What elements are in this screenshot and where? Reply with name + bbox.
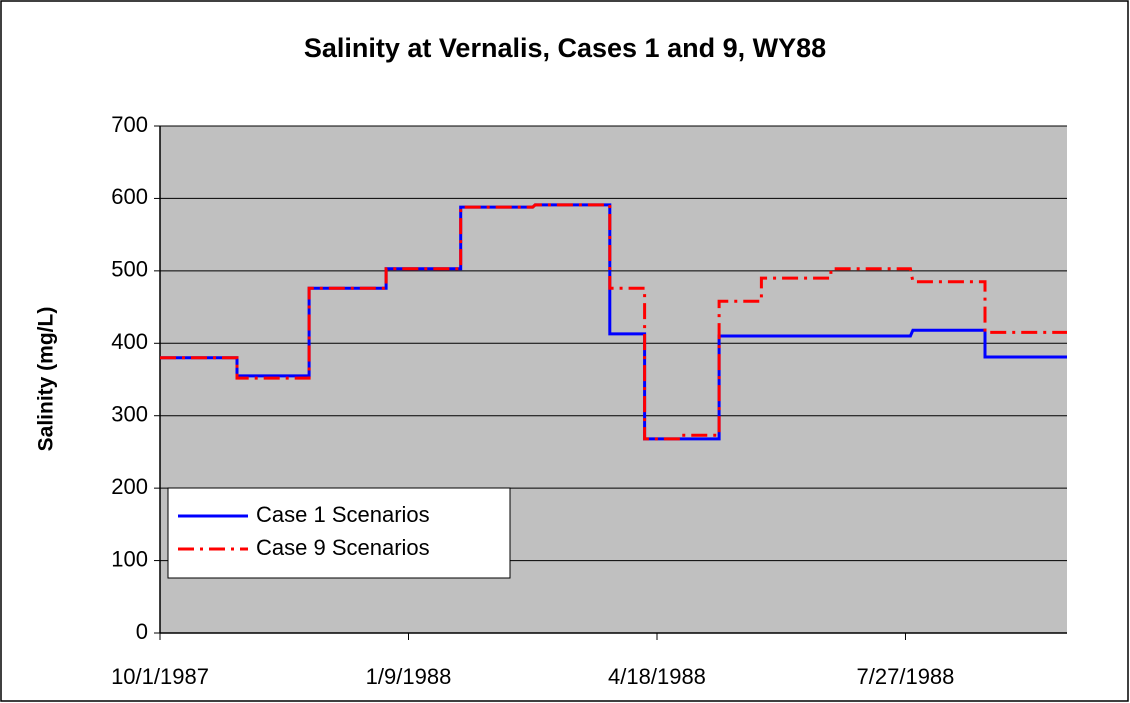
series-line — [160, 203, 1067, 441]
y-tick-label: 700 — [111, 112, 148, 137]
legend-box — [167, 487, 511, 579]
y-tick-label: 200 — [111, 474, 148, 499]
x-tick-label: 7/27/1988 — [857, 664, 955, 689]
y-tick-label: 0 — [136, 619, 148, 644]
y-tick-label: 400 — [111, 329, 148, 354]
y-tick-label: 600 — [111, 184, 148, 209]
y-tick-label: 500 — [111, 257, 148, 282]
x-tick-label: 4/18/1988 — [608, 664, 706, 689]
legend-label: Case 9 Scenarios — [256, 535, 430, 560]
y-tick-label: 300 — [111, 402, 148, 427]
y-tick-label: 100 — [111, 546, 148, 571]
chart-title: Salinity at Vernalis, Cases 1 and 9, WY8… — [304, 33, 826, 63]
x-tick-label: 1/9/1988 — [366, 664, 452, 689]
y-axis-label: Salinity (mg/L) — [35, 307, 58, 452]
x-tick-label: 10/1/1987 — [111, 664, 209, 689]
legend-label: Case 1 Scenarios — [256, 502, 430, 527]
